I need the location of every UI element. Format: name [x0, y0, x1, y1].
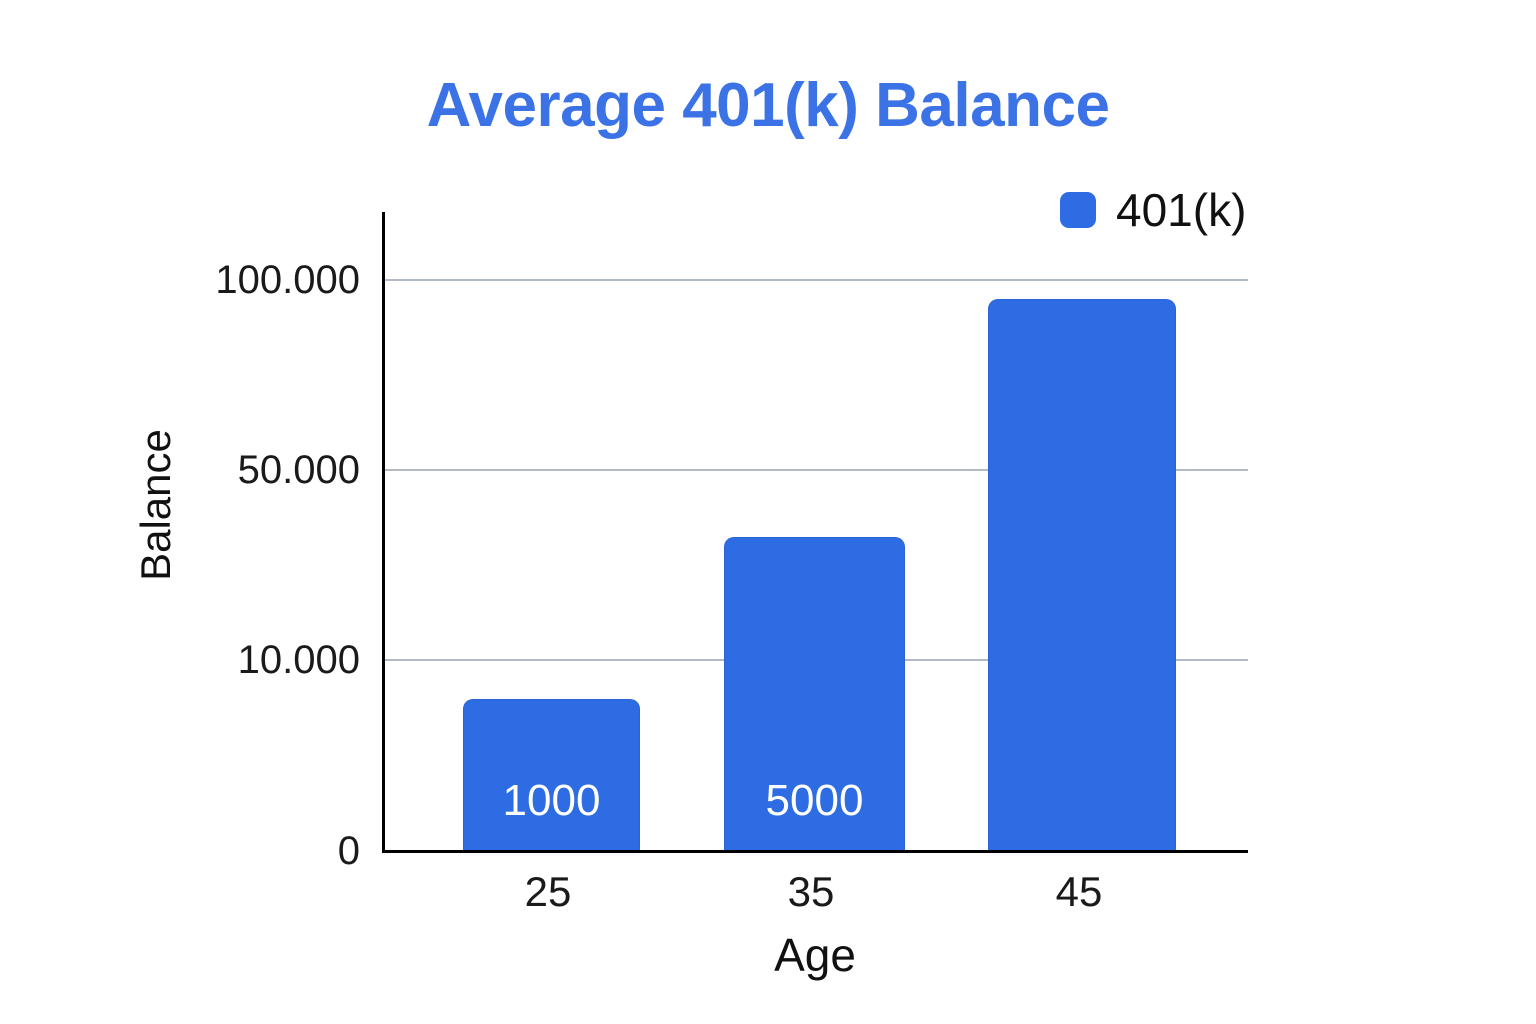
- y-tick-10000: 10.000: [237, 638, 360, 682]
- bar-value-label: 5000: [765, 776, 864, 825]
- x-axis-title: Age: [774, 929, 856, 981]
- legend-swatch-icon: [1060, 192, 1096, 228]
- legend-label: 401(k): [1116, 184, 1247, 236]
- chart-title: Average 401(k) Balance: [426, 71, 1110, 140]
- bar-age-25: 1000: [463, 699, 640, 850]
- bar-age-45: [988, 299, 1176, 850]
- y-tick-0: 0: [337, 829, 360, 873]
- bar-age-35: 5000: [724, 537, 905, 850]
- x-tick-45: 45: [1055, 868, 1103, 915]
- plot-area: 1000 5000: [382, 212, 1248, 853]
- y-tick-50000: 50.000: [237, 448, 360, 492]
- bar-value-label: 1000: [502, 776, 601, 825]
- x-tick-25: 25: [524, 868, 572, 915]
- gridline-50000: [385, 469, 1248, 471]
- gridline-100000: [385, 279, 1248, 281]
- y-tick-100000: 100.000: [215, 258, 360, 302]
- x-tick-35: 35: [787, 868, 835, 915]
